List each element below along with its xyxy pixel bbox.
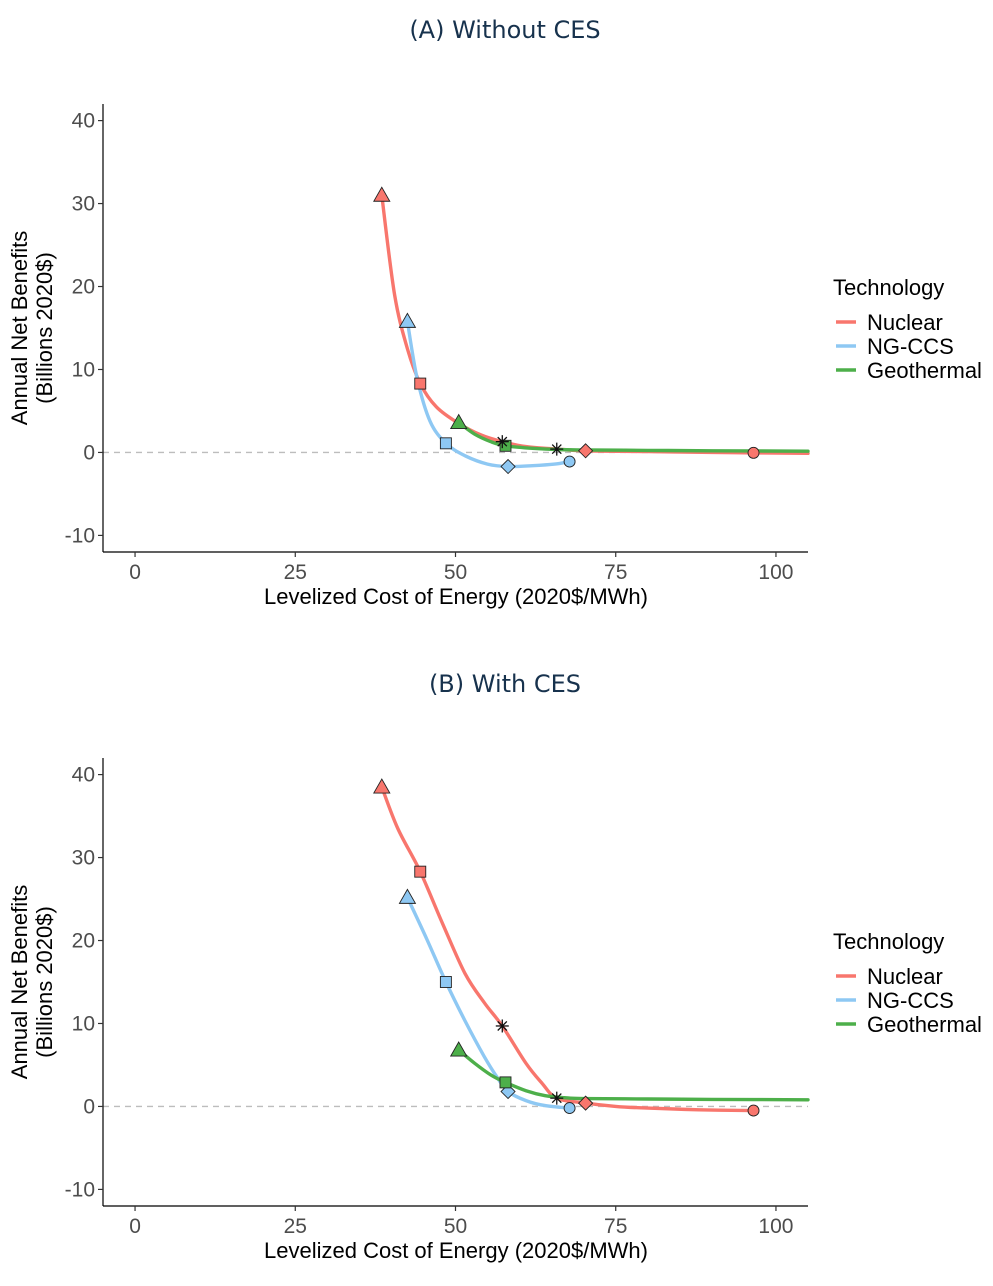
- panel-b-x-tick-label: 50: [444, 1215, 467, 1238]
- panel-a-line-ng-ccs: [405, 319, 572, 469]
- panel-b-y-tick-label: -10: [65, 1178, 95, 1201]
- panel-a-title: (A) Without CES: [409, 16, 600, 44]
- panel-a-y-tick-label: -10: [65, 524, 95, 547]
- panel-b-ylabel-line1: Annual Net Benefits: [7, 885, 32, 1079]
- panel-a-point-nuclear-diamond: [577, 443, 594, 459]
- panel-a-point-ng-ccs-diamond: [500, 458, 516, 475]
- panel-b-point-nuclear-square: [414, 865, 427, 878]
- panel-b-point-ng-ccs-triangle: [398, 888, 417, 904]
- panel-b-line-ng-ccs: [405, 895, 572, 1110]
- panel-b-legend-label-ngccs: NG-CCS: [867, 988, 954, 1013]
- panel-b-x-tick-label: 75: [604, 1215, 627, 1238]
- panel-b-point-geothermal-triangle: [449, 1041, 468, 1057]
- panel-b-legend: Technology Nuclear NG-CCS Geothermal: [833, 929, 982, 1037]
- panel-a-star-marker: [550, 442, 564, 456]
- panel-a-legend: Technology Nuclear NG-CCS Geothermal: [833, 275, 982, 383]
- panel-b-point-ng-ccs-circle: [563, 1102, 576, 1115]
- panel-a-legend-label-geothermal: Geothermal: [867, 358, 982, 383]
- panel-b-x-tick-label: 0: [129, 1215, 141, 1238]
- panel-b-title: (B) With CES: [429, 670, 581, 698]
- panel-a-point-nuclear-triangle: [373, 186, 391, 202]
- panel-a-plot-area: 0 25 50 75 100 -10 0 10 20 30 40: [65, 104, 810, 584]
- panel-a-point-geothermal-square: [499, 439, 512, 452]
- panel-a-point-ng-ccs-circle: [563, 455, 576, 468]
- panel-b-point-ng-ccs-square: [439, 976, 452, 988]
- panel-a-legend-title: Technology: [833, 275, 944, 300]
- panel-a-star-marker: [495, 435, 509, 449]
- panel-b-legend-title: Technology: [833, 929, 944, 954]
- panel-a-legend-label-nuclear: Nuclear: [867, 310, 943, 335]
- panel-b-point-geothermal-square: [499, 1076, 512, 1089]
- panel-a-y-tick-label: 20: [72, 276, 95, 299]
- panel-b-ylabel-line2: (Billions 2020$): [32, 906, 57, 1058]
- panel-b-point-nuclear-triangle: [373, 778, 391, 794]
- panel-a-y-tick-label: 40: [72, 110, 95, 133]
- panel-b-point-nuclear-diamond: [577, 1095, 594, 1111]
- panel-a-point-nuclear-square: [414, 377, 427, 390]
- panel-a-point-nuclear-circle: [747, 446, 760, 459]
- panel-b-y-tick-label: 0: [83, 1095, 95, 1118]
- panel-a-point-ng-ccs-square: [439, 437, 452, 450]
- panel-a-y-tick-label: 30: [72, 193, 95, 216]
- panel-a-x-tick-label: 75: [604, 561, 627, 584]
- panel-a-xlabel: Levelized Cost of Energy (2020$/MWh): [264, 584, 648, 609]
- panel-a-x-tick-label: 25: [284, 561, 307, 584]
- panel-a-point-geothermal-triangle: [449, 413, 468, 430]
- panel-b-star-marker: [550, 1091, 564, 1105]
- panel-b-line-nuclear: [380, 785, 756, 1113]
- panel-b-y-tick-label: 40: [72, 764, 95, 787]
- panel-a: (A) Without CES Annual Net Benefits (Bil…: [7, 16, 982, 609]
- panel-b-line-geothermal: [457, 1048, 810, 1102]
- panel-b-x-tick-label: 100: [758, 1215, 793, 1238]
- panel-b-plot-area: 0 25 50 75 100 -10 0 10 20 30 40: [65, 758, 810, 1238]
- panel-a-x-tick-label: 50: [444, 561, 467, 584]
- panel-a-ylabel-line2: (Billions 2020$): [32, 252, 57, 404]
- panel-b-point-nuclear-circle: [747, 1104, 760, 1117]
- panel-a-y-tick-label: 0: [83, 441, 95, 464]
- panel-b-y-tick-label: 20: [72, 930, 95, 953]
- panel-b-legend-label-geothermal: Geothermal: [867, 1012, 982, 1037]
- panel-b-x-tick-label: 25: [284, 1215, 307, 1238]
- panel-a-x-tick-label: 100: [758, 561, 793, 584]
- panel-b-y-tick-label: 10: [72, 1012, 95, 1035]
- panel-a-y-tick-label: 10: [72, 358, 95, 381]
- panel-a-ylabel-line1: Annual Net Benefits: [7, 231, 32, 425]
- panel-a-x-tick-label: 0: [129, 561, 141, 584]
- panel-b-y-tick-label: 30: [72, 847, 95, 870]
- panel-b: (B) With CES Annual Net Benefits (Billio…: [7, 670, 982, 1263]
- panel-a-point-ng-ccs-triangle: [398, 312, 417, 328]
- panel-b-legend-label-nuclear: Nuclear: [867, 964, 943, 989]
- panel-b-star-marker: [495, 1019, 509, 1033]
- panel-a-legend-label-ngccs: NG-CCS: [867, 334, 954, 359]
- panel-b-xlabel: Levelized Cost of Energy (2020$/MWh): [264, 1238, 648, 1263]
